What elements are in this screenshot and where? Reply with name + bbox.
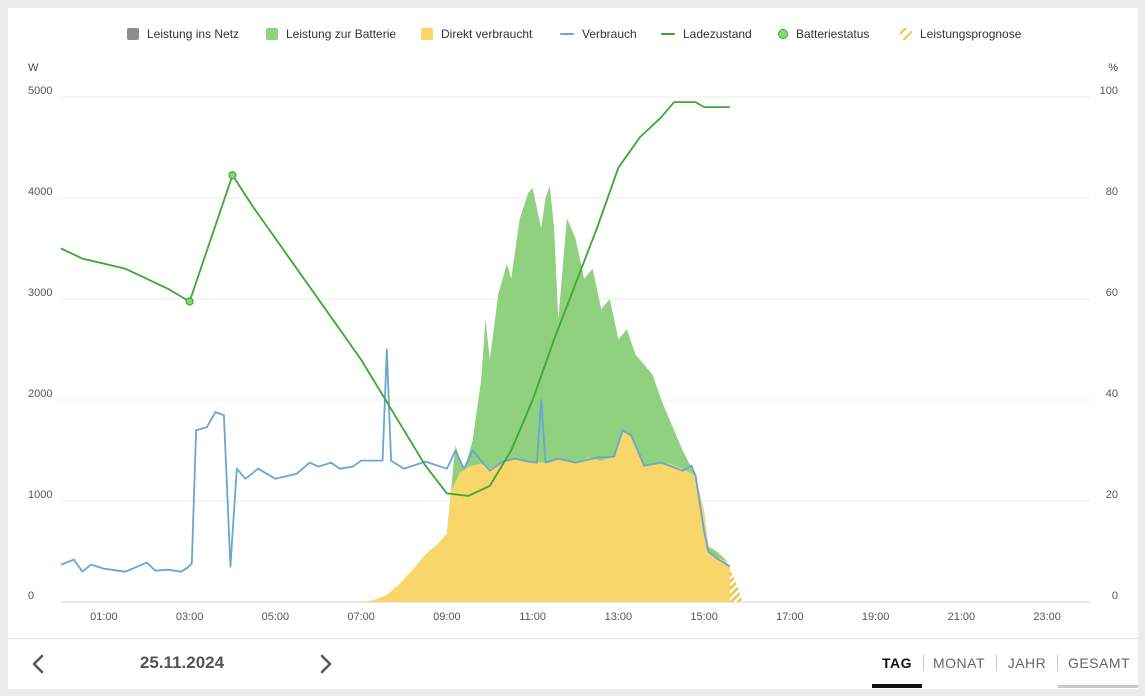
legend-item-verbrauch[interactable]: Verbrauch xyxy=(560,25,637,43)
x-tick-label: 19:00 xyxy=(862,611,890,623)
legend-label: Verbrauch xyxy=(582,27,637,41)
chart-legend: Leistung ins Netz Leistung zur Batterie Di… xyxy=(8,25,1138,43)
x-tick-label: 09:00 xyxy=(433,611,461,623)
legend-label: Leistung zur Batterie xyxy=(286,27,397,41)
legend-square-icon xyxy=(421,28,433,40)
legend-item-leistung-zur-batterie[interactable]: Leistung zur Batterie xyxy=(266,25,396,43)
x-tick-label: 11:00 xyxy=(519,611,546,623)
legend-hatch-icon xyxy=(900,28,912,40)
x-tick-label: 01:00 xyxy=(90,611,118,623)
legend-label: Batteriestatus xyxy=(796,27,870,41)
x-tick-label: 21:00 xyxy=(948,611,976,623)
y-left-tick-label: 4000 xyxy=(28,186,52,198)
battery-status-marker xyxy=(185,297,194,306)
legend-label: Leistungsprognose xyxy=(920,27,1022,41)
energy-chart: 0 1000 2000 3000 4000 5000 0 20 40 60 80 100 W % 01:00… xyxy=(28,62,1118,623)
legend-label: Leistung ins Netz xyxy=(147,27,240,41)
active-tab-indicator xyxy=(872,684,922,688)
legend-item-leistung-ins-netz[interactable]: Leistung ins Netz xyxy=(127,25,239,43)
line-series xyxy=(60,101,731,573)
y-left-tick-label: 1000 xyxy=(28,489,52,501)
x-tick-label: 17:00 xyxy=(776,611,804,623)
tab-separator xyxy=(996,655,997,671)
power-forecast-area xyxy=(729,568,743,602)
y-right-unit-label: % xyxy=(1108,62,1118,74)
legend-item-leistungsprognose[interactable]: Leistungsprognose xyxy=(900,25,1021,43)
y-left-tick-label: 2000 xyxy=(28,388,52,400)
chevron-right-icon xyxy=(320,654,332,674)
x-tick-label: 13:00 xyxy=(605,611,633,623)
legend-square-icon xyxy=(127,28,139,40)
legend-item-direkt-verbraucht[interactable]: Direkt verbraucht xyxy=(421,25,532,43)
tab-monat[interactable]: MONAT xyxy=(932,655,985,671)
x-tick-label: 03:00 xyxy=(176,611,204,623)
y-left-tick-label: 0 xyxy=(28,590,34,602)
battery-status-marker xyxy=(228,171,237,180)
legend-label: Direkt verbraucht xyxy=(441,27,533,41)
date-picker[interactable]: 25.11.2024 xyxy=(139,653,225,672)
legend-dot-icon xyxy=(778,29,788,39)
y-left-unit-label: W xyxy=(28,62,39,74)
y-right-tick-label: 20 xyxy=(1106,489,1118,501)
legend-line-icon xyxy=(661,33,675,35)
tab-tag[interactable]: TAG xyxy=(881,655,912,671)
area-series xyxy=(361,185,743,602)
legend-line-icon xyxy=(560,33,574,35)
x-tick-label: 07:00 xyxy=(347,611,375,623)
tab-separator xyxy=(923,655,924,671)
y-left-tick-label: 5000 xyxy=(28,85,52,97)
x-tick-label: 05:00 xyxy=(262,611,290,623)
marker-series xyxy=(185,171,237,306)
chevron-left-icon xyxy=(32,654,44,674)
x-tick-label: 15:00 xyxy=(690,611,718,623)
previous-day-button[interactable] xyxy=(26,651,50,677)
date-navigation-bar: 25.11.2024 TAG MONAT JAHR GESAMT xyxy=(8,638,1138,689)
y-right-tick-label: 40 xyxy=(1106,388,1118,400)
legend-item-batteriestatus[interactable]: Batteriestatus xyxy=(778,25,869,43)
x-tick-label: 23:00 xyxy=(1033,611,1061,623)
tab-separator xyxy=(1057,655,1058,671)
y-right-tick-label: 100 xyxy=(1100,85,1118,97)
legend-square-icon xyxy=(266,28,278,40)
state-of-charge-line xyxy=(60,101,730,497)
axis-labels: 0 1000 2000 3000 4000 5000 0 20 40 60 80 100 W % 01:00… xyxy=(28,62,1118,623)
y-left-tick-label: 3000 xyxy=(28,287,52,299)
tabs-scrollbar[interactable] xyxy=(1058,685,1138,688)
tab-gesamt[interactable]: GESAMT xyxy=(1067,655,1131,671)
next-day-button[interactable] xyxy=(314,651,338,677)
tab-jahr[interactable]: JAHR xyxy=(1007,655,1047,671)
legend-item-ladezustand[interactable]: Ladezustand xyxy=(661,25,752,43)
legend-label: Ladezustand xyxy=(683,27,752,41)
direct-consumption-area xyxy=(361,430,730,602)
y-right-tick-label: 60 xyxy=(1106,287,1118,299)
y-right-tick-label: 80 xyxy=(1106,186,1118,198)
chart-card: Leistung ins Netz Leistung zur Batterie Di… xyxy=(8,8,1138,638)
y-right-tick-label: 0 xyxy=(1112,590,1118,602)
